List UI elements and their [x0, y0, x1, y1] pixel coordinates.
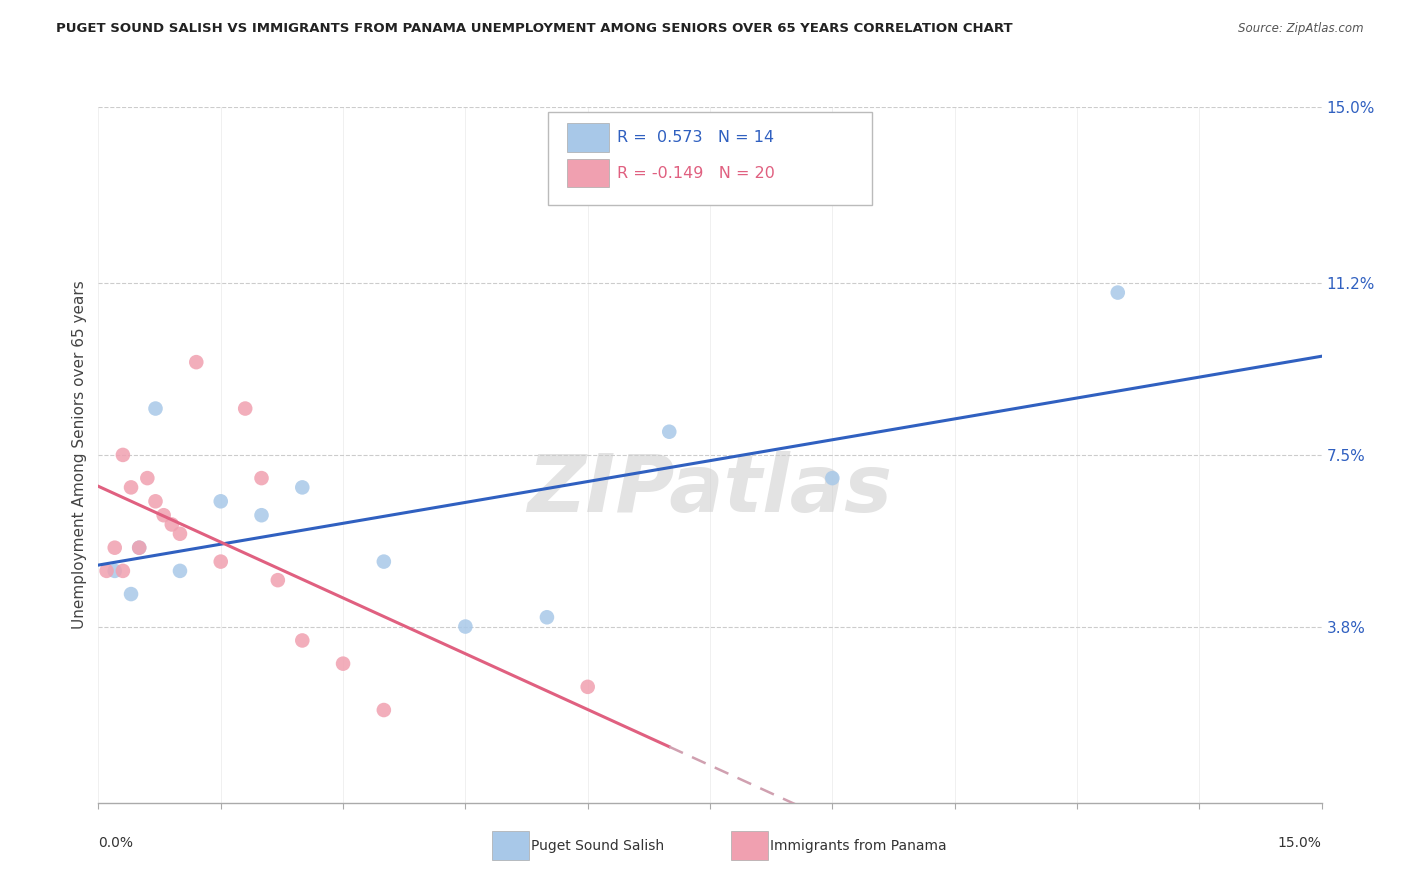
Text: Immigrants from Panama: Immigrants from Panama: [770, 838, 948, 853]
Point: [536, 610, 558, 624]
Point: [128, 541, 150, 555]
Text: Source: ZipAtlas.com: Source: ZipAtlas.com: [1239, 22, 1364, 36]
Y-axis label: Unemployment Among Seniors over 65 years: Unemployment Among Seniors over 65 years: [72, 281, 87, 629]
Point: [209, 494, 232, 508]
Text: Puget Sound Salish: Puget Sound Salish: [531, 838, 665, 853]
Point: [291, 480, 314, 494]
Text: ZIPatlas: ZIPatlas: [527, 450, 893, 529]
Point: [145, 494, 167, 508]
Point: [658, 425, 681, 439]
Point: [111, 448, 134, 462]
Point: [136, 471, 159, 485]
Point: [291, 633, 314, 648]
Point: [104, 541, 127, 555]
Point: [186, 355, 208, 369]
Point: [373, 555, 395, 569]
Point: [1107, 285, 1129, 300]
Point: [160, 517, 183, 532]
Text: R =  0.573   N = 14: R = 0.573 N = 14: [617, 130, 775, 145]
Point: [104, 564, 127, 578]
Point: [332, 657, 354, 671]
Point: [120, 480, 142, 494]
Point: [96, 564, 118, 578]
Point: [152, 508, 174, 523]
Point: [373, 703, 395, 717]
Point: [233, 401, 256, 416]
Point: [250, 508, 273, 523]
Text: R = -0.149   N = 20: R = -0.149 N = 20: [617, 166, 775, 180]
Point: [576, 680, 599, 694]
Point: [267, 573, 290, 587]
Point: [169, 526, 191, 541]
Point: [169, 564, 191, 578]
Point: [111, 564, 134, 578]
Text: 15.0%: 15.0%: [1278, 836, 1322, 850]
Point: [209, 555, 232, 569]
Point: [145, 401, 167, 416]
Point: [250, 471, 273, 485]
Point: [120, 587, 142, 601]
Point: [128, 541, 150, 555]
Text: PUGET SOUND SALISH VS IMMIGRANTS FROM PANAMA UNEMPLOYMENT AMONG SENIORS OVER 65 : PUGET SOUND SALISH VS IMMIGRANTS FROM PA…: [56, 22, 1012, 36]
Point: [821, 471, 844, 485]
Point: [454, 619, 477, 633]
Text: 0.0%: 0.0%: [98, 836, 134, 850]
